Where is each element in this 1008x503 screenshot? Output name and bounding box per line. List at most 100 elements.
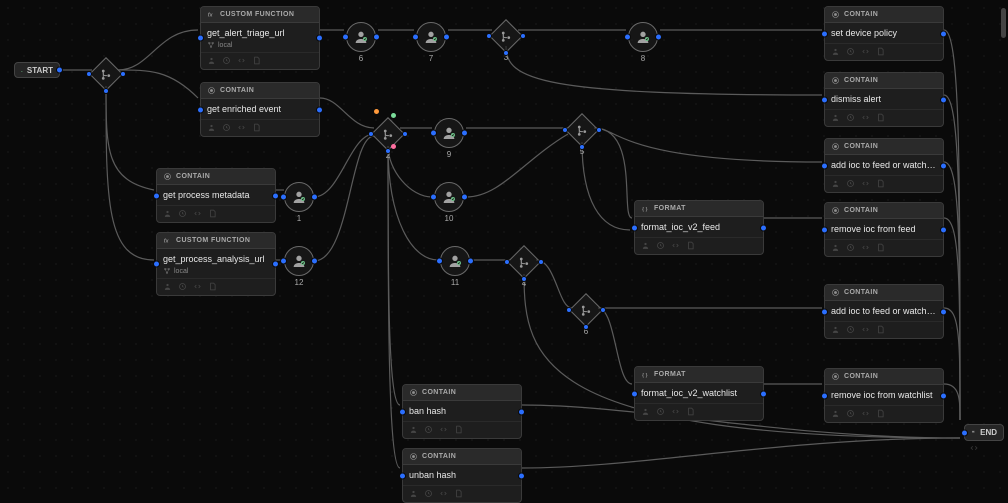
port-in[interactable]: [430, 130, 437, 137]
hdr-icon: [409, 452, 418, 461]
start-node[interactable]: START: [14, 62, 60, 78]
port-out[interactable]: [518, 408, 525, 415]
port-in[interactable]: [197, 106, 204, 113]
port-out[interactable]: [538, 259, 544, 265]
port-out[interactable]: [518, 472, 525, 479]
port-bottom[interactable]: [583, 324, 589, 330]
port-out[interactable]: [940, 392, 947, 399]
port-in[interactable]: [566, 307, 572, 313]
node-add_feed2[interactable]: CONTAIN add ioc to feed or watchli…: [824, 284, 944, 339]
port-in[interactable]: [562, 127, 568, 133]
decision-d_first[interactable]: [94, 62, 118, 86]
code-icon: [969, 443, 979, 451]
node-dismiss[interactable]: CONTAIN dismiss alert: [824, 72, 944, 127]
port-out[interactable]: [272, 192, 279, 199]
decision-4[interactable]: 4: [512, 250, 536, 274]
port-out[interactable]: [461, 194, 468, 201]
port-in[interactable]: [821, 96, 828, 103]
decision-5[interactable]: 5: [570, 118, 594, 142]
port-bottom[interactable]: [521, 276, 527, 282]
port-out[interactable]: [600, 307, 606, 313]
decision-3[interactable]: 3: [494, 24, 518, 48]
port-in[interactable]: [436, 258, 443, 265]
port-in[interactable]: [197, 35, 204, 42]
approval-10[interactable]: 10: [434, 182, 464, 212]
port-out[interactable]: [311, 258, 318, 265]
port-in[interactable]: [821, 30, 828, 37]
port-bottom[interactable]: [503, 50, 509, 56]
decision-6[interactable]: 6: [574, 298, 598, 322]
port-out[interactable]: [596, 127, 602, 133]
end-node[interactable]: END: [964, 424, 1004, 441]
hdr-label: CONTAIN: [422, 389, 456, 396]
port-in[interactable]: [631, 390, 638, 397]
port-out[interactable]: [461, 130, 468, 137]
approval-1[interactable]: 1: [284, 182, 314, 212]
port-in[interactable]: [153, 261, 160, 268]
node-get_event[interactable]: CONTAIN get enriched event: [200, 82, 320, 137]
port-in[interactable]: [280, 258, 287, 265]
node-set_policy[interactable]: CONTAIN set device policy: [824, 6, 944, 61]
port-out[interactable]: [940, 96, 947, 103]
node-fmt_feed[interactable]: { } FORMAT format_ioc_v2_feed: [634, 200, 764, 255]
approval-9[interactable]: 9: [434, 118, 464, 148]
port-bottom[interactable]: [103, 88, 109, 94]
port-in[interactable]: [368, 131, 374, 137]
node-get_proc[interactable]: CONTAIN get process metadata: [156, 168, 276, 223]
node-unban[interactable]: CONTAIN unban hash: [402, 448, 522, 503]
port-in[interactable]: [504, 259, 510, 265]
approval-6[interactable]: 6: [346, 22, 376, 52]
port-in[interactable]: [412, 34, 419, 41]
port-bottom[interactable]: [579, 144, 585, 150]
port-bottom[interactable]: [385, 148, 391, 154]
port-out[interactable]: [402, 131, 408, 137]
port-out[interactable]: [940, 30, 947, 37]
node-remove_feed[interactable]: CONTAIN remove ioc from feed: [824, 202, 944, 257]
node-remove_watch[interactable]: CONTAIN remove ioc from watchlist: [824, 368, 944, 423]
decision-2[interactable]: 2: [376, 122, 400, 146]
port-in[interactable]: [624, 34, 631, 41]
port-out[interactable]: [760, 390, 767, 397]
port-in[interactable]: [821, 226, 828, 233]
port-out[interactable]: [520, 33, 526, 39]
user-icon: [831, 325, 840, 334]
approval-7[interactable]: 7: [416, 22, 446, 52]
port-out[interactable]: [120, 71, 126, 77]
port-in[interactable]: [153, 192, 160, 199]
port-out[interactable]: [940, 226, 947, 233]
approval-12[interactable]: 12: [284, 246, 314, 276]
port-out[interactable]: [940, 308, 947, 315]
port-out[interactable]: [56, 67, 63, 74]
port-out[interactable]: [443, 34, 450, 41]
port-in[interactable]: [961, 429, 968, 436]
port-in[interactable]: [430, 194, 437, 201]
port-out[interactable]: [467, 258, 474, 265]
hdr-icon: [409, 388, 418, 397]
port-out[interactable]: [316, 35, 323, 42]
node-cf_alert[interactable]: fx CUSTOM FUNCTION get_alert_triage_urll…: [200, 6, 320, 70]
port-out[interactable]: [373, 34, 380, 41]
port-in[interactable]: [399, 408, 406, 415]
scrollbar-thumb[interactable]: [1001, 8, 1006, 38]
approval-8[interactable]: 8: [628, 22, 658, 52]
port-out[interactable]: [272, 261, 279, 268]
port-out[interactable]: [940, 162, 947, 169]
node-cf_proc[interactable]: fx CUSTOM FUNCTION get_process_analysis_…: [156, 232, 276, 296]
port-in[interactable]: [280, 194, 287, 201]
port-in[interactable]: [821, 308, 828, 315]
port-in[interactable]: [486, 33, 492, 39]
port-in[interactable]: [821, 392, 828, 399]
port-in[interactable]: [86, 71, 92, 77]
port-in[interactable]: [821, 162, 828, 169]
port-out[interactable]: [655, 34, 662, 41]
port-in[interactable]: [631, 224, 638, 231]
node-ban[interactable]: CONTAIN ban hash: [402, 384, 522, 439]
port-out[interactable]: [311, 194, 318, 201]
approval-11[interactable]: 11: [440, 246, 470, 276]
port-in[interactable]: [342, 34, 349, 41]
port-in[interactable]: [399, 472, 406, 479]
node-fmt_watch[interactable]: { } FORMAT format_ioc_v2_watchlist: [634, 366, 764, 421]
port-out[interactable]: [760, 224, 767, 231]
port-out[interactable]: [316, 106, 323, 113]
node-add_feed1[interactable]: CONTAIN add ioc to feed or watchli…: [824, 138, 944, 193]
